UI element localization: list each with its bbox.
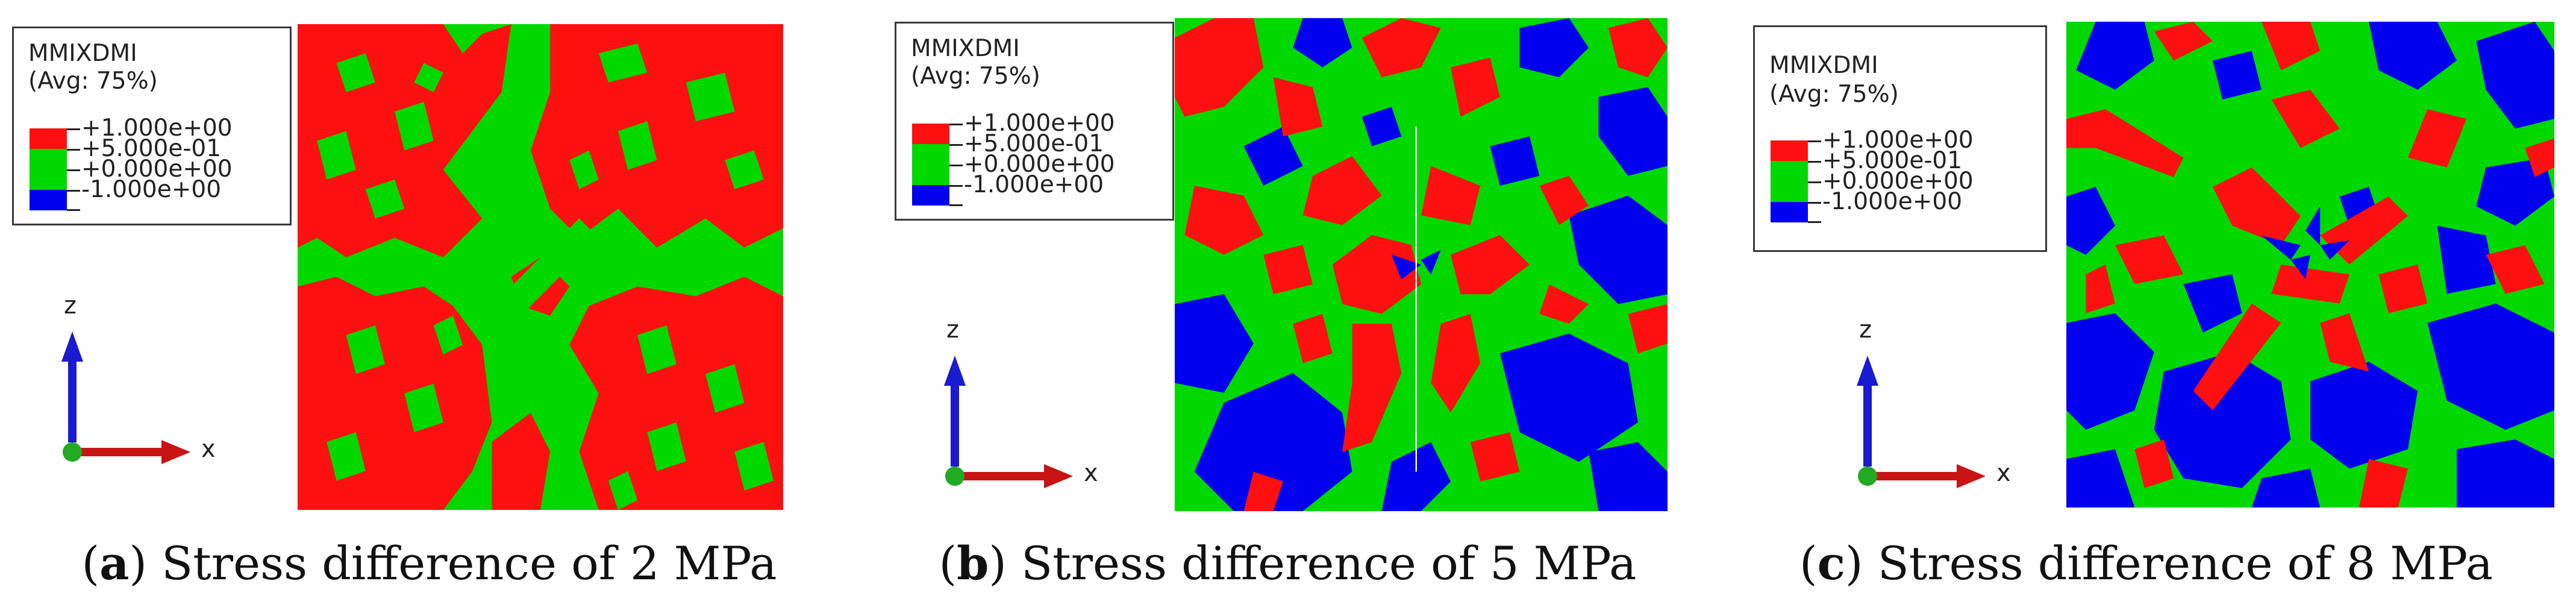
panel-c: MMIXDMI (Avg: 75%) +1.000e+00 +5.000e-01… (1717, 0, 2575, 613)
legend-label: +5.000e-01 (964, 130, 1104, 157)
axis-triad: z x (937, 316, 1130, 518)
caption-text: Stress difference of 8 MPa (1863, 536, 2493, 590)
legend-box: MMIXDMI (Avg: 75%) +1.000e+00 +5.000e-01… (12, 27, 292, 225)
legend-swatch-blue (30, 190, 67, 210)
legend-tick (1808, 181, 1821, 183)
legend-tick (949, 204, 963, 206)
contour-plot (2066, 22, 2554, 508)
contour-plot (298, 24, 783, 510)
legend-tick (949, 165, 963, 166)
x-arrowhead (1957, 464, 1986, 488)
axis-triad: z x (1849, 316, 2042, 518)
z-axis-label: z (946, 316, 959, 344)
z-axis-arrow (1863, 382, 1872, 467)
legend-swatch-green (30, 149, 67, 169)
legend-swatch-red (912, 124, 949, 144)
legend-swatch-blue (1771, 202, 1808, 222)
legend-tick (67, 128, 80, 130)
legend-label: +1.000e+00 (964, 110, 1115, 137)
x-axis-arrow (1870, 472, 1960, 480)
triad-svg (944, 356, 1073, 488)
legend-swatch-green (912, 144, 949, 165)
caption-text: Stress difference of 2 MPa (147, 536, 777, 590)
origin-dot (63, 442, 82, 462)
axis-triad: z x (54, 292, 247, 494)
contour-plot (1175, 18, 1668, 511)
caption: (b) Stress difference of 5 MPa (939, 536, 1637, 590)
caption-text: Stress difference of 5 MPa (1006, 536, 1637, 590)
legend-tick (67, 190, 80, 192)
legend-variable: MMIXDMI (911, 35, 1020, 62)
z-arrowhead (944, 356, 966, 386)
triad-svg (61, 332, 190, 464)
contour-svg (1175, 18, 1668, 511)
x-axis-arrow (75, 448, 165, 456)
legend-label: +0.000e+00 (1822, 168, 1974, 195)
legend-swatch-red (30, 128, 67, 149)
legend-tick (67, 169, 80, 171)
legend-label: -1.000e+00 (1822, 188, 1963, 215)
caption: (a) Stress difference of 2 MPa (81, 536, 777, 590)
legend-label: +0.000e+00 (964, 151, 1115, 178)
caption-letter: b (957, 536, 989, 590)
legend-label: +1.000e+00 (81, 115, 233, 142)
z-axis-arrow (951, 382, 959, 467)
x-axis-arrow (957, 472, 1048, 480)
z-arrowhead (61, 332, 83, 362)
panel-b: MMIXDMI (Avg: 75%) +1.000e+00 +5.000e-01… (858, 0, 1717, 613)
legend-swatch-green (912, 165, 949, 185)
legend-variable: MMIXDMI (1769, 52, 1878, 79)
caption: (c) Stress difference of 8 MPa (1799, 536, 2493, 590)
legend-tick (67, 149, 80, 151)
x-arrowhead (161, 440, 190, 464)
legend-label: +0.000e+00 (81, 156, 233, 183)
contour-svg (2066, 22, 2554, 508)
legend-avg: (Avg: 75%) (911, 63, 1040, 90)
legend-variable: MMIXDMI (28, 40, 137, 67)
z-axis-label: z (64, 292, 77, 319)
z-arrowhead (1857, 356, 1878, 386)
caption-letter: a (99, 536, 130, 590)
legend-tick (1808, 161, 1821, 163)
legend-avg: (Avg: 75%) (28, 68, 158, 95)
legend-tick (1808, 221, 1821, 223)
legend-label: +1.000e+00 (1822, 127, 1974, 154)
legend-box: MMIXDMI (Avg: 75%) +1.000e+00 +5.000e-01… (1753, 25, 2047, 252)
legend-tick (949, 144, 963, 146)
legend-tick (949, 185, 963, 187)
legend-tick (67, 209, 80, 211)
legend-label: -1.000e+00 (81, 176, 222, 203)
contour-svg (298, 24, 783, 510)
legend-swatch-blue (912, 185, 949, 206)
x-arrowhead (1044, 464, 1073, 488)
triad-svg (1857, 356, 1986, 488)
legend-swatch-green (1771, 161, 1808, 181)
legend-box: MMIXDMI (Avg: 75%) +1.000e+00 +5.000e-01… (895, 22, 1174, 221)
legend-tick (1808, 202, 1821, 204)
origin-dot (945, 467, 964, 486)
legend-tick (949, 124, 963, 125)
panel-a: MMIXDMI (Avg: 75%) +1.000e+00 +5.000e-01… (0, 0, 858, 613)
caption-letter: c (1817, 536, 1845, 590)
x-axis-label: x (1996, 459, 2011, 487)
legend-tick (1808, 140, 1821, 142)
origin-dot (1858, 467, 1877, 486)
legend-label: -1.000e+00 (964, 171, 1104, 198)
legend-swatch-green (30, 169, 67, 190)
x-axis-label: x (201, 435, 216, 463)
z-axis-arrow (68, 358, 77, 442)
legend-label: +5.000e-01 (1822, 147, 1963, 174)
legend-swatch-green (1771, 181, 1808, 202)
legend-label: +5.000e-01 (81, 135, 222, 162)
legend-swatch-red (1771, 140, 1808, 161)
x-axis-label: x (1084, 459, 1098, 487)
legend-avg: (Avg: 75%) (1769, 81, 1899, 108)
z-axis-label: z (1859, 316, 1872, 344)
